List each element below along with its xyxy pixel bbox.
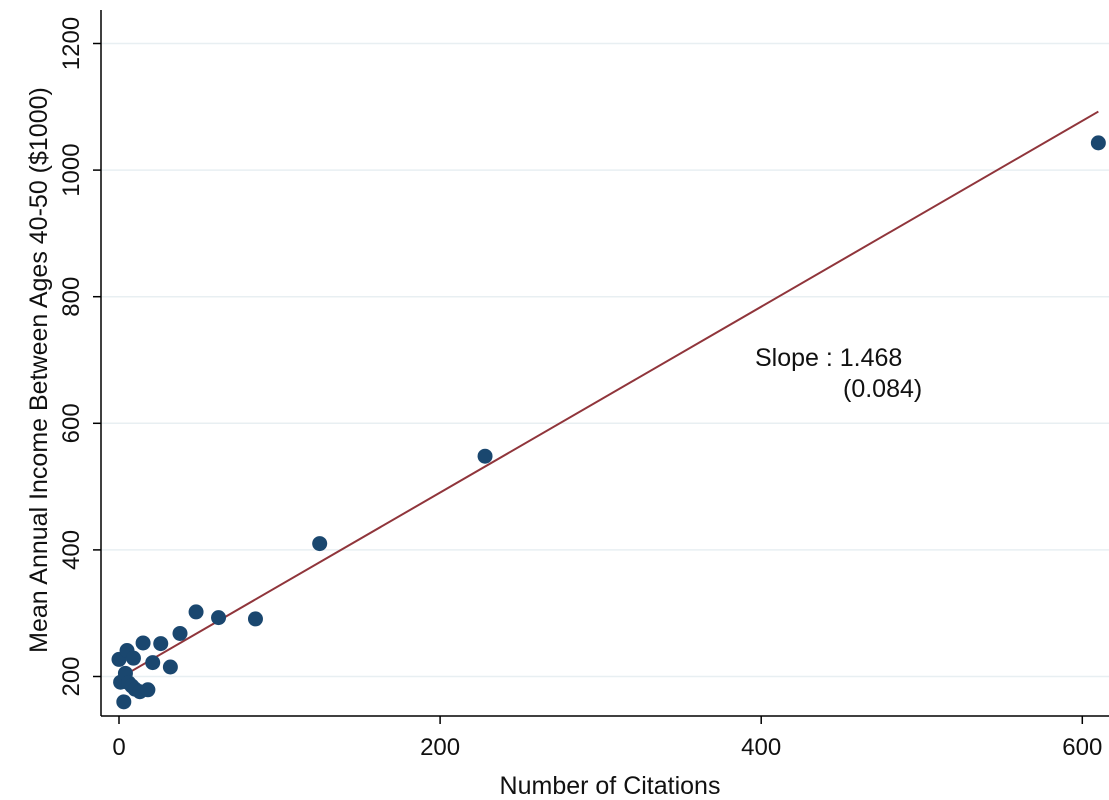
data-point-19 — [312, 536, 328, 552]
grid-layer — [101, 42, 1109, 678]
data-point-10 — [135, 635, 151, 651]
x-axis-title: Number of Citations — [500, 772, 721, 800]
data-point-7 — [125, 650, 141, 666]
data-point-14 — [162, 659, 178, 675]
data-point-16 — [188, 604, 204, 620]
slope-se-annotation: (0.084) — [843, 375, 922, 403]
y-tick-label-2: 600 — [58, 403, 85, 443]
x-tick-label-1: 200 — [420, 734, 460, 761]
x-tick-label-0: 0 — [112, 734, 125, 761]
data-point-2 — [116, 694, 132, 710]
x-ticks: 0 200 400 600 — [112, 716, 1102, 761]
data-point-21 — [1090, 135, 1106, 151]
x-tick-label-2: 400 — [741, 734, 781, 761]
y-tick-label-4: 1000 — [58, 143, 85, 196]
fit-line — [118, 110, 1099, 680]
data-point-13 — [153, 636, 169, 652]
y-tick-label-5: 1200 — [58, 17, 85, 70]
y-axis-title: Mean Annual Income Between Ages 40-50 ($… — [25, 87, 53, 653]
y-tick-label-1: 400 — [58, 530, 85, 570]
data-point-15 — [172, 625, 188, 641]
data-point-12 — [145, 655, 161, 671]
data-point-20 — [477, 448, 493, 464]
axes — [100, 10, 1109, 717]
y-tick-label-0: 200 — [58, 656, 85, 696]
y-tick-label-3: 800 — [58, 277, 85, 317]
data-points — [111, 135, 1106, 710]
data-point-11 — [140, 682, 156, 698]
slope-annotation: Slope : 1.468 — [755, 344, 902, 372]
x-tick-label-3: 600 — [1062, 734, 1102, 761]
data-point-17 — [211, 610, 227, 626]
y-ticks: 200 400 600 800 1000 1200 — [58, 17, 101, 697]
data-point-18 — [247, 611, 263, 627]
